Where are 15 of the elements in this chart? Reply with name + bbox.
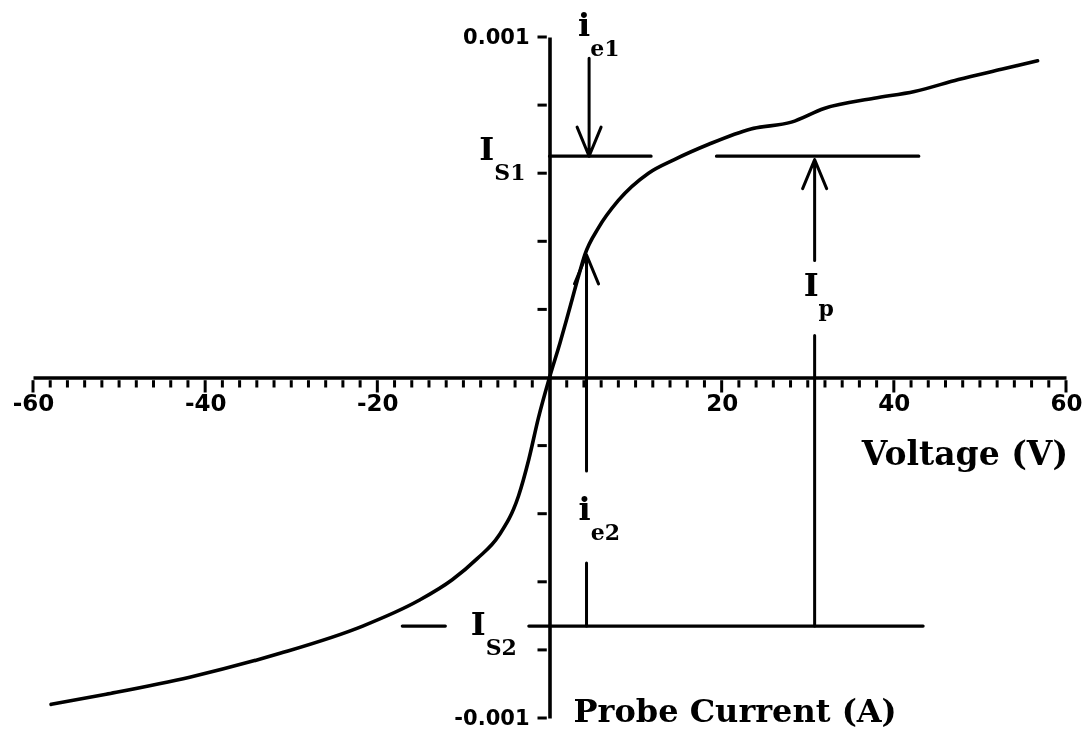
x-tick-label: 20 <box>706 389 739 416</box>
x-tick-label: -40 <box>184 389 227 416</box>
x-tick-label: 40 <box>878 389 911 416</box>
annotation: I$_{p}$ <box>803 265 834 321</box>
y-tick-label: -0.001 <box>454 706 530 731</box>
y-axis-title: Probe Current (A) <box>573 692 897 730</box>
annotation: I$_{S1}$ <box>479 130 526 186</box>
annotation: I$_{S2}$ <box>470 605 517 661</box>
x-tick-label: -60 <box>12 389 55 416</box>
annotation: i$_{e1}$ <box>578 6 620 62</box>
annotation: i$_{e2}$ <box>578 489 620 545</box>
x-tick-label: 60 <box>1050 389 1083 416</box>
x-tick-label: -20 <box>357 389 399 416</box>
x-axis-title: Voltage (V) <box>860 433 1068 473</box>
y-tick-label: 0.001 <box>463 25 530 50</box>
